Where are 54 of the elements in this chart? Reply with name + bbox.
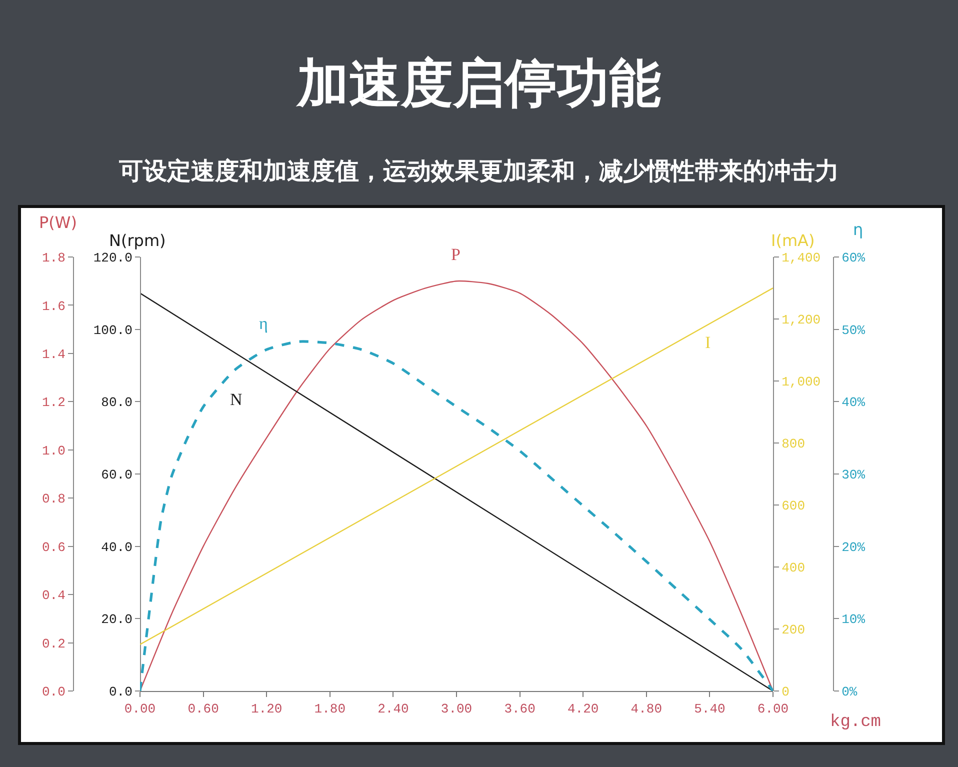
x-tick-label: 3.60: [504, 702, 536, 717]
x-tick-label: 1.20: [250, 702, 282, 717]
x-tick-label: 0.60: [188, 702, 219, 717]
x-axis-title: kg.cm: [830, 713, 882, 732]
y-tick-label: 1,200: [782, 312, 821, 328]
y-tick-label: 1.6: [42, 298, 66, 314]
y2-tick-label: 40.0: [101, 540, 132, 555]
y-tick-label: 0: [782, 684, 790, 700]
chart-subtitle: 可设定速度和加速度值，运动效果更加柔和，减少惯性带来的冲击力: [118, 156, 840, 187]
y2-tick-label: 20.0: [101, 612, 132, 628]
y2-tick-label: 100.0: [93, 322, 132, 338]
annotation: P: [451, 245, 460, 264]
annotation: η: [259, 314, 268, 333]
y-tick-label: 1.2: [42, 395, 66, 410]
y-tick-label: 1.0: [42, 443, 66, 458]
x-tick-label: 6.00: [757, 702, 789, 717]
y-tick-label: 0.6: [42, 540, 66, 555]
y-axis-title: P(W): [39, 213, 77, 232]
y-tick-label: 0.4: [42, 588, 66, 604]
y-tick-label: 0.2: [42, 636, 66, 652]
x-tick-label: 3.00: [440, 702, 472, 717]
y2-tick-label: 0.0: [108, 684, 132, 700]
y2-tick-label: 40%: [842, 395, 866, 410]
y2-tick-label: 0%: [842, 684, 858, 700]
x-tick-label: 2.40: [378, 702, 409, 717]
y2-tick-label: 60.0: [101, 468, 132, 483]
annotation: N: [230, 390, 242, 409]
y2-tick-label: 10%: [842, 612, 866, 628]
y-tick-label: 0.0: [42, 684, 66, 700]
y2-tick-label: 50%: [842, 322, 866, 338]
y2-tick-label: 60%: [842, 250, 866, 266]
x-tick-label: 5.40: [694, 702, 726, 717]
y-axis-title: I(mA): [771, 231, 815, 250]
y2-tick-label: 80.0: [101, 395, 132, 410]
y2-tick-label: 120.0: [93, 250, 132, 266]
y2-axis-title: η: [853, 220, 864, 239]
y-tick-label: 800: [782, 436, 806, 452]
y-tick-label: 1,400: [782, 250, 821, 266]
x-tick-label: 4.80: [630, 702, 662, 717]
y2-axis-title: N(rpm): [109, 231, 166, 250]
annotation: I: [705, 333, 711, 352]
y-tick-label: 1.4: [42, 346, 66, 362]
y-tick-label: 200: [782, 622, 806, 638]
chart-title: 加速度启停功能: [295, 53, 662, 116]
y2-tick-label: 20%: [842, 540, 866, 555]
y-tick-label: 1.8: [42, 250, 66, 266]
y2-tick-label: 30%: [842, 468, 866, 483]
y-tick-label: 1,000: [782, 374, 821, 390]
x-tick-label: 4.20: [567, 702, 599, 717]
x-tick-label: 1.80: [314, 702, 346, 717]
x-tick-label: 0.00: [124, 702, 156, 717]
y-tick-label: 0.8: [42, 492, 66, 507]
y-tick-label: 400: [782, 560, 806, 576]
y-tick-label: 600: [782, 498, 806, 514]
